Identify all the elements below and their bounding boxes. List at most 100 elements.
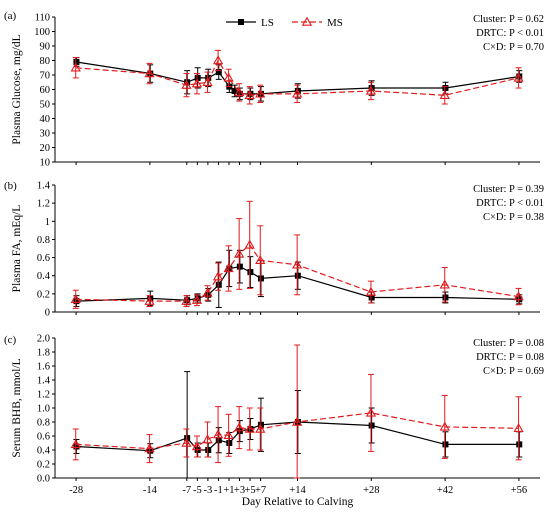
data-point: [70, 62, 81, 72]
y-tick-label: 0: [45, 308, 50, 319]
x-tick-label: -7: [182, 485, 191, 496]
panel-1: 0 0.2 0.4 0.6 0.8 1 1.2 1.4 (b) Plasma FA, mEq/L C…: [4, 180, 544, 319]
data-point: [181, 437, 192, 447]
data-point: [73, 298, 80, 305]
series-ls: [73, 57, 523, 102]
data-point: [202, 287, 213, 297]
data-point: [215, 281, 222, 288]
legend: LS MS: [226, 16, 343, 29]
data-point: [70, 439, 81, 449]
y-tick-label: 70: [40, 71, 51, 82]
x-tick-label: -3: [204, 485, 213, 496]
panel-label: (c): [4, 334, 17, 346]
legend-marker-ls: [238, 19, 244, 25]
y-tick-label: 0.4: [37, 271, 51, 282]
data-point: [73, 58, 80, 65]
y-tick-label: 1.8: [37, 348, 50, 359]
series-ms: [70, 200, 524, 309]
data-point: [215, 437, 222, 444]
data-point: [244, 239, 255, 249]
data-point: [255, 423, 266, 433]
data-point: [205, 291, 212, 298]
x-tick-label: -5: [193, 485, 202, 496]
data-point: [234, 422, 245, 432]
data-point: [513, 291, 524, 301]
series-line: [75, 412, 519, 450]
data-point: [226, 440, 233, 446]
x-tick-label: +56: [511, 485, 527, 496]
data-point: [144, 443, 155, 453]
y-tick-label: 80: [40, 56, 51, 67]
data-point: [442, 441, 449, 448]
data-point: [244, 423, 255, 433]
data-point: [294, 272, 301, 279]
panel-label: (b): [4, 180, 17, 192]
data-point: [255, 88, 266, 98]
y-axis-label: Plasma Glucose, mg/dL: [11, 34, 23, 144]
y-tick-label: 0.0: [37, 474, 50, 485]
data-point: [236, 263, 243, 270]
y-tick-label: 0.8: [37, 235, 50, 246]
data-point: [212, 55, 224, 65]
data-point: [144, 68, 155, 78]
data-point: [292, 88, 303, 98]
data-point: [368, 294, 375, 301]
data-point: [439, 279, 450, 289]
data-point: [205, 447, 212, 453]
data-point: [70, 293, 81, 303]
data-point: [257, 275, 264, 282]
y-tick-label: 10: [40, 158, 51, 169]
data-point: [202, 434, 213, 444]
data-point: [365, 407, 377, 417]
x-tick-label: +1: [223, 485, 234, 496]
y-tick-label: 1.0: [37, 404, 50, 415]
y-tick-label: 1.2: [37, 199, 50, 210]
y-tick-label: 1: [45, 217, 50, 228]
stat-text: DRTC: P = 0.08: [476, 352, 544, 363]
y-tick-label: 40: [40, 114, 51, 125]
data-point: [181, 295, 192, 305]
y-tick-label: 20: [40, 143, 51, 154]
data-point: [223, 429, 234, 439]
data-point: [181, 79, 192, 89]
x-tick-label: +42: [437, 485, 453, 496]
data-point: [292, 416, 303, 426]
legend-label-ls: LS: [261, 17, 274, 29]
series-line: [75, 59, 519, 96]
data-point: [194, 74, 201, 81]
data-point: [513, 422, 524, 432]
y-tick-label: 60: [40, 85, 51, 96]
data-point: [212, 429, 224, 439]
legend-marker-ms: [301, 16, 313, 26]
x-tick-label: -28: [69, 485, 83, 496]
data-point: [513, 72, 524, 82]
x-tick-label: +28: [363, 485, 379, 496]
panel-label: (a): [4, 10, 17, 22]
series-ms: [70, 49, 524, 105]
data-point: [191, 294, 203, 304]
stat-text: C×D: P = 0.70: [483, 42, 544, 53]
y-tick-label: 100: [34, 27, 50, 38]
y-axis-label: Serum BHB, mmol/L: [11, 358, 23, 457]
y-tick-label: 90: [40, 42, 51, 53]
data-point: [365, 286, 377, 296]
data-point: [191, 441, 203, 451]
data-point: [516, 73, 523, 80]
stat-text: DRTC: P < 0.01: [476, 198, 544, 209]
data-point: [184, 297, 191, 304]
panel-0: 10 20 30 40 50 60 70 80 90 100 110 (a) Plasma Glucos…: [4, 10, 544, 169]
stat-text: C×D: P = 0.69: [483, 366, 544, 377]
data-point: [191, 78, 203, 88]
data-point: [292, 259, 303, 269]
y-tick-label: 110: [35, 13, 50, 24]
y-tick-label: 30: [40, 129, 51, 140]
x-tick-label: -1: [214, 485, 223, 496]
y-tick-label: 1.2: [37, 390, 50, 401]
data-point: [234, 87, 245, 97]
data-point: [212, 271, 224, 281]
y-tick-label: 50: [40, 100, 51, 111]
series-ls: [73, 371, 523, 479]
stat-text: DRTC: P < 0.01: [476, 28, 544, 39]
data-point: [73, 443, 80, 450]
